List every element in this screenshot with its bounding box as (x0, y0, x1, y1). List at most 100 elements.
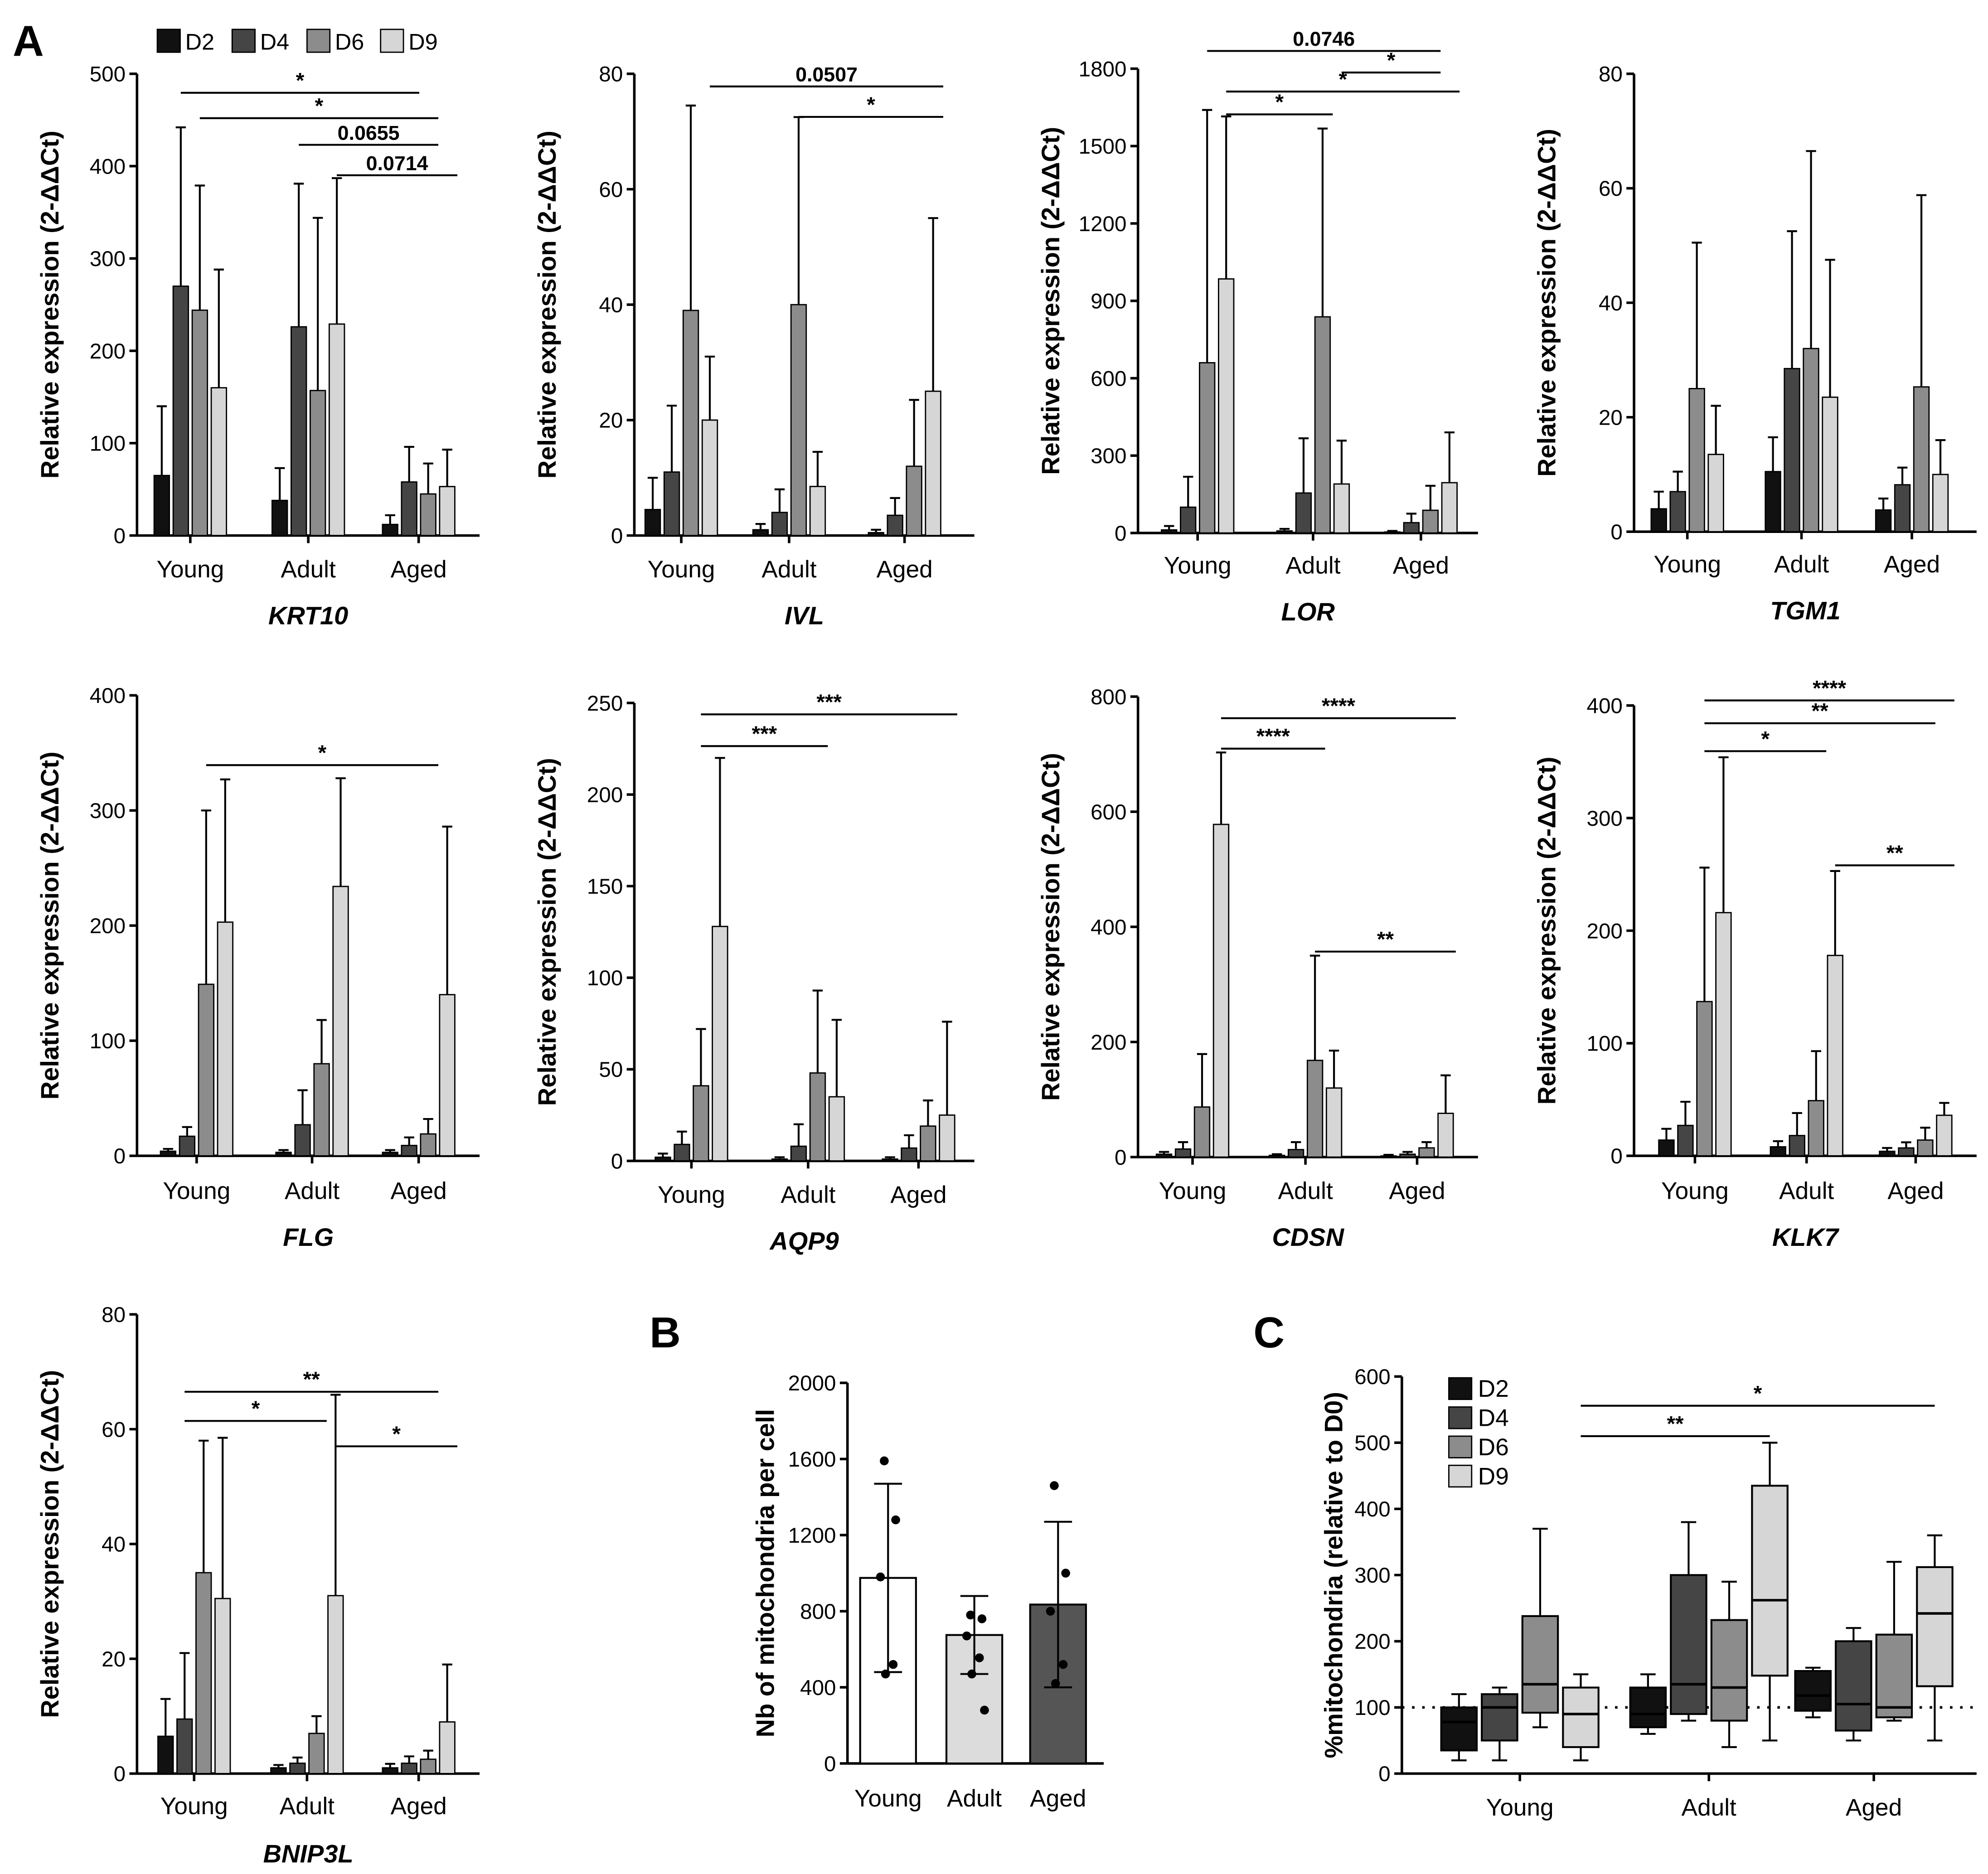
chart-title: IVL (785, 601, 824, 630)
bar-d6 (1808, 1100, 1824, 1157)
y-axis-label: %mitochondria (relative to D0) (1319, 1392, 1348, 1758)
panel-label-c: C (1253, 1309, 1285, 1357)
legend-swatch-d9 (380, 29, 404, 53)
x-tick-label: Young (163, 1177, 230, 1204)
significance-label: 0.0507 (795, 63, 858, 86)
significance-label: * (1761, 727, 1770, 751)
box-d6 (1710, 1619, 1748, 1722)
chart-bnip3l: 0 20 40 60 80 Young Adult Aged Relative expressi… (35, 1303, 480, 1868)
data-point (881, 1669, 890, 1679)
bar-d2 (270, 1767, 287, 1774)
data-point (977, 1614, 987, 1623)
bar-d6 (198, 983, 215, 1157)
data-point (980, 1705, 989, 1715)
bar-d9 (439, 486, 456, 537)
bar-d9 (828, 1096, 845, 1162)
bar-d4 (1894, 484, 1911, 533)
bar-d9 (1212, 823, 1230, 1158)
significance-label: 0.0746 (1293, 28, 1355, 50)
bar-d4 (1403, 522, 1420, 534)
bar-d4 (1399, 1153, 1416, 1158)
chart-cdsn: 0 200 400 600 800 Young Adult Aged Relative expr… (1036, 685, 1478, 1251)
x-tick-label: Adult (281, 556, 336, 583)
chart-c: 0 100 200 300 400 500 600 Young Adult Aged %mitoch… (1319, 1365, 1977, 1821)
bar-d2 (1879, 1150, 1896, 1157)
bar-d4 (1174, 1148, 1192, 1158)
bar-d2 (1765, 471, 1781, 533)
bar-d6 (1803, 348, 1819, 533)
x-tick-label: Adult (285, 1177, 339, 1204)
bar-d9 (327, 1595, 344, 1774)
y-tick-label: 80 (1599, 63, 1623, 87)
y-tick-label: 200 (1587, 919, 1623, 943)
y-tick-label: 0 (611, 1149, 623, 1173)
bar-d2 (868, 532, 884, 537)
legend-swatch-d6 (1448, 1435, 1473, 1458)
y-tick-label: 50 (599, 1058, 623, 1082)
legend-label: D2 (1478, 1375, 1509, 1402)
legend-label: D4 (260, 29, 289, 55)
chart-title: TGM1 (1770, 596, 1840, 625)
bar-d4 (1789, 1135, 1805, 1157)
y-tick-label: 900 (1091, 290, 1126, 314)
chart-ivl: 0 20 40 60 80 Young Adult Aged Relative expressi… (533, 63, 975, 630)
x-tick-label: Aged (1389, 1177, 1445, 1204)
x-tick-label: Young (1661, 1177, 1729, 1204)
y-tick-label: 600 (1091, 367, 1126, 391)
box-d4 (1670, 1574, 1707, 1715)
data-point (891, 1515, 900, 1525)
significance-label: **** (1813, 676, 1847, 700)
y-tick-label: 500 (90, 63, 126, 87)
bar-d6 (693, 1085, 709, 1162)
x-tick-label: Adult (761, 556, 816, 583)
data-point (1051, 1679, 1060, 1688)
bar-d6 (1917, 1139, 1934, 1157)
x-tick-label: Adult (1774, 551, 1829, 578)
x-tick-label: Adult (1682, 1794, 1736, 1821)
chart-title: LOR (1281, 597, 1335, 626)
bar-d6 (313, 1063, 330, 1157)
x-tick-label: Adult (280, 1793, 335, 1820)
significance-label: ** (1667, 1412, 1684, 1436)
box-d9 (1751, 1485, 1789, 1677)
bar-d4 (790, 1145, 807, 1162)
x-tick-label: Aged (391, 1793, 447, 1820)
x-tick-label: Young (1164, 552, 1232, 579)
y-tick-label: 300 (90, 799, 126, 823)
bar-d2 (1650, 508, 1667, 533)
bar-d4 (179, 1135, 196, 1157)
significance-label: * (392, 1422, 401, 1446)
significance-label: * (1275, 90, 1284, 114)
bar-d9 (1441, 482, 1458, 534)
x-tick-label: Young (658, 1182, 725, 1208)
bar-d9 (925, 390, 941, 537)
y-tick-label: 500 (1354, 1431, 1390, 1455)
box-d6 (1875, 1633, 1913, 1719)
x-tick-label: Young (1159, 1177, 1227, 1204)
x-tick-label: Adult (1278, 1177, 1333, 1204)
bar-d2 (271, 499, 288, 537)
y-tick-label: 0 (1115, 522, 1126, 546)
chart-title: CDSN (1272, 1223, 1344, 1251)
legend-label: D4 (1478, 1405, 1509, 1432)
data-point (876, 1572, 885, 1582)
data-point (967, 1669, 976, 1679)
box-d9 (1562, 1686, 1600, 1748)
significance-label: 0.0655 (338, 121, 400, 144)
significance-label: ** (1812, 699, 1829, 723)
significance-label: * (296, 69, 305, 93)
y-tick-label: 100 (1354, 1696, 1390, 1720)
bar-d2 (157, 1735, 174, 1774)
bar-d4 (1898, 1147, 1915, 1157)
bar-d6 (309, 390, 326, 537)
bar-d6 (191, 310, 208, 537)
bar-d2 (1384, 531, 1401, 534)
y-tick-label: 100 (587, 966, 623, 990)
bar-d9 (701, 419, 718, 537)
data-point (975, 1653, 984, 1662)
bar-d6 (790, 304, 807, 537)
bar-d6 (1199, 362, 1216, 534)
bar-d9 (712, 925, 728, 1162)
bar-d2 (644, 508, 661, 537)
y-tick-label: 800 (800, 1600, 836, 1624)
